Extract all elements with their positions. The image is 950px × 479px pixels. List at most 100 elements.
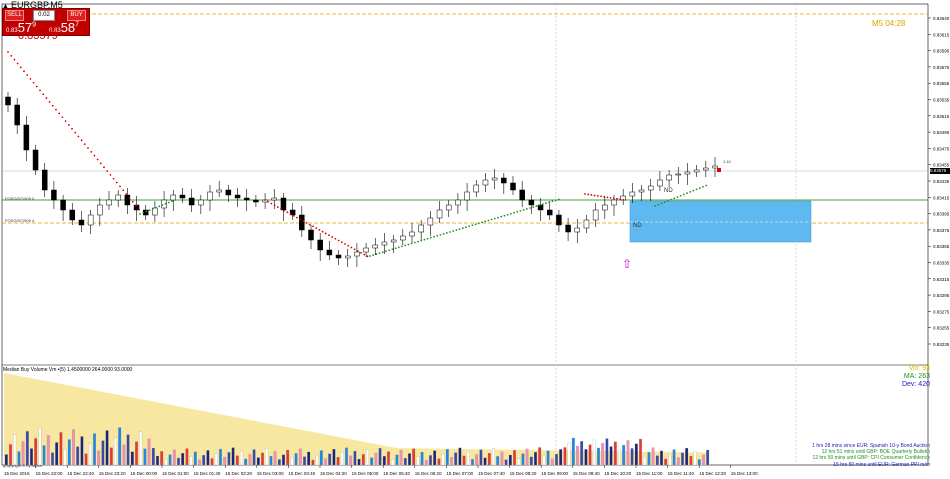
psar-dot-down	[321, 230, 324, 233]
time-tick-label: 15 Dec 12:20	[699, 471, 726, 476]
sell-button[interactable]: SELL	[5, 10, 24, 21]
candle-timer: M5 04:28	[872, 19, 906, 28]
volume-bar	[483, 457, 487, 466]
copyright-note: Copyright © by Alpha	[4, 463, 42, 468]
candle-body	[335, 254, 342, 259]
psar-dot-up	[695, 188, 698, 191]
volume-bar	[4, 454, 8, 466]
psar-dot-up	[663, 201, 666, 204]
volume-bar	[706, 449, 710, 466]
time-tick-label: 15 Dec 06:20	[415, 471, 442, 476]
buy-price[interactable]: 0.83587	[49, 20, 80, 35]
psar-dot-up	[423, 238, 426, 241]
collapse-triangle-icon[interactable]: ▲	[2, 3, 9, 10]
volume-bar	[613, 441, 617, 466]
buy-button[interactable]: BUY	[67, 10, 86, 21]
psar-dot-down	[32, 81, 35, 84]
psar-dot-down	[125, 193, 128, 195]
psar-dot-down	[77, 135, 80, 138]
psar-dot-down	[131, 200, 134, 203]
psar-dot-down	[622, 198, 625, 201]
time-tick-label: 15 Dec 04:20	[320, 471, 347, 476]
current-price-marker: 0.83579	[930, 168, 950, 174]
lots-input[interactable]: 0.02	[33, 10, 55, 21]
psar-dot-up	[529, 207, 531, 209]
volume-bar	[655, 455, 659, 466]
legend-ma: MA: 263	[903, 373, 930, 380]
sell-price[interactable]: 0.83579	[6, 20, 37, 35]
one-click-trade-panel[interactable]: SELL 0.02 BUY 0.83579 0.83587	[2, 8, 90, 36]
volume-bar	[345, 447, 348, 466]
volume-bar	[101, 440, 105, 466]
news-item: 12 hrs 50 mins until GBP: CPI Consumer C…	[812, 455, 930, 462]
candle-body	[703, 167, 709, 171]
volume-bar	[202, 455, 206, 466]
psar-dot-up	[385, 250, 387, 253]
volume-ma-area	[4, 373, 710, 465]
psar-dot-up	[420, 239, 423, 242]
volume-bar	[143, 448, 147, 466]
volume-bar	[546, 450, 550, 466]
psar-dot-down	[13, 58, 16, 61]
psar-dot-up	[407, 243, 410, 246]
psar-dot-up	[449, 231, 451, 233]
psar-dot-down	[45, 97, 48, 99]
time-tick-label: 15 Dec 2016	[4, 471, 30, 476]
volume-bar	[571, 437, 575, 466]
volume-bar	[51, 452, 54, 466]
psar-dot-down	[119, 185, 121, 188]
volume-bar	[639, 438, 642, 466]
candle-body	[51, 189, 57, 201]
volume-bar	[559, 449, 563, 466]
candle-body	[657, 179, 663, 187]
psar-dot-up	[484, 220, 487, 223]
volume-bar	[622, 445, 626, 466]
time-tick-label: 15 Dec 09:00	[541, 471, 568, 476]
candle-body	[207, 191, 213, 201]
psar-dot-up	[532, 206, 535, 208]
volume-bar	[626, 440, 630, 466]
psar-dot-up	[155, 206, 157, 209]
candle-body	[161, 199, 167, 209]
psar-dot-up	[522, 209, 525, 211]
volume-bar	[513, 450, 516, 466]
psar-dot-up	[381, 251, 384, 254]
level-2-label: FOSO/671509 4	[5, 218, 35, 223]
psar-dot-up	[698, 187, 701, 189]
psar-dot-down	[283, 209, 286, 212]
volume-bar	[525, 448, 529, 466]
psar-dot-up	[682, 193, 685, 196]
candle-body	[473, 184, 480, 193]
psar-dot-up	[506, 213, 509, 216]
candle-body	[271, 197, 278, 201]
candle-body	[87, 214, 94, 226]
psar-dot-up	[702, 185, 704, 188]
candle-body	[41, 169, 48, 191]
psar-dot-up	[417, 240, 419, 243]
psar-dot-up	[503, 214, 506, 217]
psar-dot-up	[397, 246, 400, 249]
psar-dot-up	[436, 234, 439, 237]
candle-body	[97, 204, 103, 216]
candle-body	[69, 209, 76, 221]
psar-dot-down	[99, 162, 102, 165]
volume-bar	[126, 434, 130, 466]
time-tick-label: 15 Dec 11:00	[636, 471, 663, 476]
time-tick-label: 15 Dec 08:20	[510, 471, 537, 476]
volume-bar	[681, 452, 684, 466]
psar-dot-down	[39, 89, 41, 92]
time-tick-label: 15 Dec 09:40	[573, 471, 600, 476]
psar-dot-up	[513, 211, 515, 214]
volume-bar	[538, 447, 542, 466]
volume-bar	[441, 453, 445, 466]
psar-dot-down	[106, 170, 109, 172]
psar-dot-down	[590, 194, 593, 196]
psar-dot-down	[35, 85, 38, 88]
indicator-title: Median Buy Volume Vm •(5) 1.4500000 264.…	[3, 367, 133, 373]
psar-dot-down	[366, 255, 369, 258]
candle-body	[390, 239, 397, 243]
candle-body	[611, 199, 617, 206]
volume-bar	[412, 448, 416, 466]
